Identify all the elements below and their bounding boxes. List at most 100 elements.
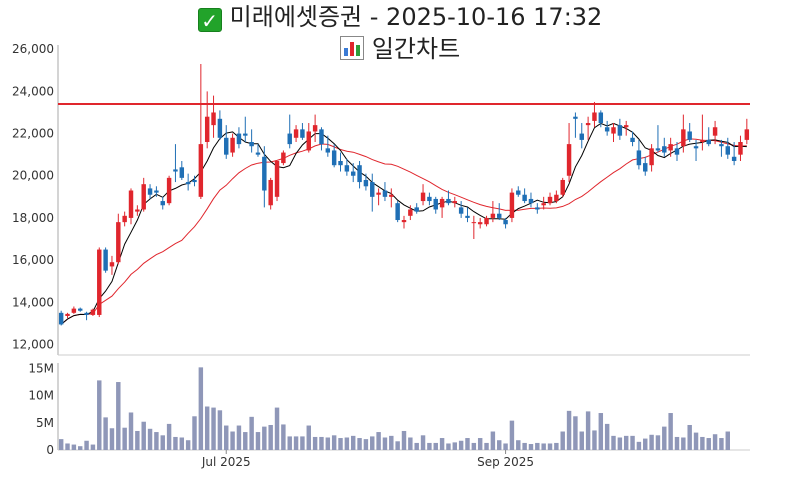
candle-body bbox=[71, 308, 77, 313]
candle-body bbox=[395, 203, 400, 221]
volume-bar bbox=[725, 431, 731, 450]
candle bbox=[249, 129, 254, 153]
candle bbox=[731, 142, 737, 166]
chart-title: 미래에셋증권 - 2025-10-16 17:32 bbox=[229, 3, 603, 31]
volume-bar bbox=[312, 436, 318, 450]
candle-body bbox=[452, 201, 458, 204]
volume-bar bbox=[547, 443, 553, 450]
volume-bar bbox=[643, 438, 648, 450]
volume-bar bbox=[103, 417, 108, 450]
candle bbox=[516, 186, 521, 197]
candle-body bbox=[389, 194, 394, 197]
volume-bar bbox=[427, 442, 432, 450]
candle bbox=[592, 101, 597, 128]
candle bbox=[376, 188, 381, 206]
candle-body bbox=[414, 207, 419, 212]
candle-body bbox=[509, 192, 515, 218]
candle bbox=[528, 192, 534, 208]
candle bbox=[465, 207, 470, 223]
candle-body bbox=[560, 179, 565, 195]
volume-panel: 0 5M 10M 15M Jul 2025 Sep 2025 bbox=[28, 361, 750, 469]
volume-bar bbox=[477, 438, 483, 450]
candle bbox=[503, 217, 508, 229]
candle-body bbox=[420, 192, 426, 202]
candle bbox=[535, 203, 540, 214]
candle-body bbox=[700, 139, 705, 143]
candle-body bbox=[306, 131, 311, 151]
volume-bar bbox=[128, 412, 134, 450]
candle bbox=[58, 310, 64, 326]
candle-body bbox=[471, 222, 477, 224]
candle-body bbox=[725, 146, 731, 155]
candle bbox=[357, 160, 362, 189]
candle-body bbox=[649, 148, 654, 166]
volume-bar bbox=[173, 436, 178, 450]
candle bbox=[585, 116, 591, 140]
candle-body bbox=[135, 209, 140, 212]
candle-body bbox=[427, 196, 432, 202]
candle-body bbox=[433, 198, 438, 210]
moving-average-long-line bbox=[60, 138, 747, 325]
price-panel: 12,000 14,000 16,000 18,000 20,000 22,000 24,0… bbox=[12, 42, 750, 356]
candle bbox=[236, 127, 242, 149]
candle bbox=[97, 247, 102, 318]
volume-bar bbox=[522, 442, 527, 450]
candle bbox=[687, 123, 692, 143]
volume-bar bbox=[376, 432, 381, 450]
candle-body bbox=[363, 179, 369, 187]
volume-bar bbox=[382, 437, 388, 450]
candle bbox=[490, 201, 496, 223]
candle-body bbox=[230, 137, 235, 153]
candle bbox=[643, 156, 648, 176]
candle-body bbox=[147, 188, 153, 195]
candle-body bbox=[109, 262, 115, 267]
candle-body bbox=[668, 144, 673, 151]
volume-bar bbox=[325, 437, 331, 450]
candle bbox=[706, 127, 711, 147]
candle bbox=[122, 211, 127, 227]
candle bbox=[262, 146, 267, 208]
candle-body bbox=[662, 146, 667, 153]
candle-body bbox=[122, 215, 127, 223]
candle bbox=[725, 137, 731, 159]
candle bbox=[84, 311, 89, 321]
candle-body bbox=[477, 222, 483, 225]
candle-body bbox=[630, 137, 635, 143]
candle bbox=[662, 137, 667, 157]
candle bbox=[331, 144, 337, 168]
volume-bar bbox=[674, 436, 680, 450]
candle bbox=[281, 150, 286, 166]
volume-bar bbox=[598, 413, 604, 450]
volume-bar bbox=[268, 424, 273, 450]
volume-bar bbox=[458, 440, 464, 450]
candle-body bbox=[731, 156, 737, 161]
candle-body bbox=[528, 198, 534, 204]
candle-body bbox=[446, 198, 451, 204]
candle bbox=[414, 203, 419, 214]
volume-tick-label: 5M bbox=[36, 416, 54, 430]
candle bbox=[439, 196, 445, 218]
chart-subtitle: 일간차트 bbox=[371, 35, 461, 63]
candle-body bbox=[706, 139, 711, 145]
volume-bar bbox=[712, 434, 718, 450]
candle-body bbox=[287, 133, 292, 145]
volume-bar bbox=[395, 441, 400, 450]
candle bbox=[325, 135, 331, 157]
volume-bar bbox=[204, 406, 210, 450]
candle bbox=[274, 160, 280, 202]
volume-bar bbox=[192, 416, 197, 450]
volume-bar bbox=[230, 431, 235, 450]
chart-subtitle-line: 일간차트 bbox=[0, 34, 800, 64]
candle-body bbox=[592, 112, 597, 121]
volume-bar bbox=[97, 380, 102, 450]
candle bbox=[573, 112, 578, 138]
volume-bar bbox=[585, 411, 591, 450]
candle bbox=[287, 114, 292, 149]
volume-bar bbox=[389, 435, 394, 450]
volume-bar bbox=[579, 431, 584, 450]
volume-bar bbox=[509, 420, 515, 450]
volume-bar bbox=[535, 442, 540, 450]
candle-body bbox=[458, 207, 464, 214]
candle bbox=[420, 184, 426, 206]
candle bbox=[497, 203, 502, 221]
